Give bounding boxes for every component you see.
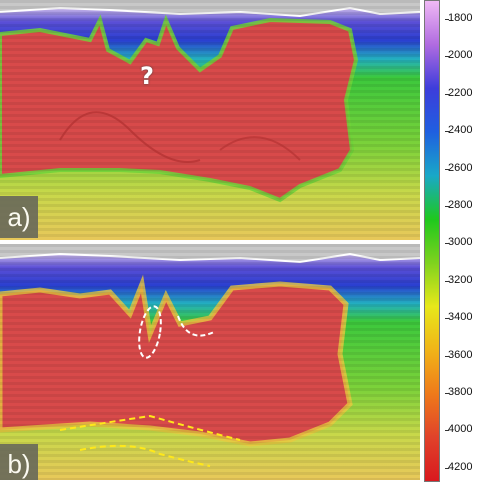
colorbar-tick-label: 4000	[444, 423, 473, 436]
colorbar-tick-label: 3200	[444, 273, 473, 286]
colorbar-tick-label: 3000	[444, 236, 473, 249]
colorbar-tick-label: 1800	[444, 12, 473, 24]
colorbar-tick-label: 2000	[444, 49, 473, 62]
question-mark-annotation: ?	[140, 62, 154, 90]
colorbar-tick-label: 3800	[444, 386, 473, 398]
dashed-horizon-1	[59, 414, 241, 441]
velocity-colorbar	[424, 0, 440, 482]
panel-label-b: b)	[0, 444, 38, 480]
colorbar-ticks: 1800 2000 2200 2400 2600 2800 3000 3200 3400 3600…	[440, 0, 480, 480]
panel-label-a: a)	[0, 196, 38, 238]
velocity-section-a: ? a)	[0, 0, 420, 240]
dashed-outline-1	[138, 305, 162, 359]
colorbar-tick-label: 4200	[444, 460, 473, 473]
seismic-image-a	[0, 0, 420, 240]
colorbar-tick-label: 2200	[444, 86, 473, 99]
colorbar-tick-label: 2800	[444, 199, 473, 211]
velocity-section-b: b)	[0, 244, 420, 480]
dashed-horizon-2	[79, 444, 211, 467]
colorbar-tick-label: 2600	[444, 161, 473, 174]
seismic-image-b	[0, 244, 420, 480]
dashed-outline-2	[177, 315, 215, 337]
colorbar-tick-label: 2400	[444, 124, 473, 137]
colorbar-tick-label: 3400	[444, 311, 473, 324]
colorbar-tick-label: 3600	[444, 348, 473, 361]
